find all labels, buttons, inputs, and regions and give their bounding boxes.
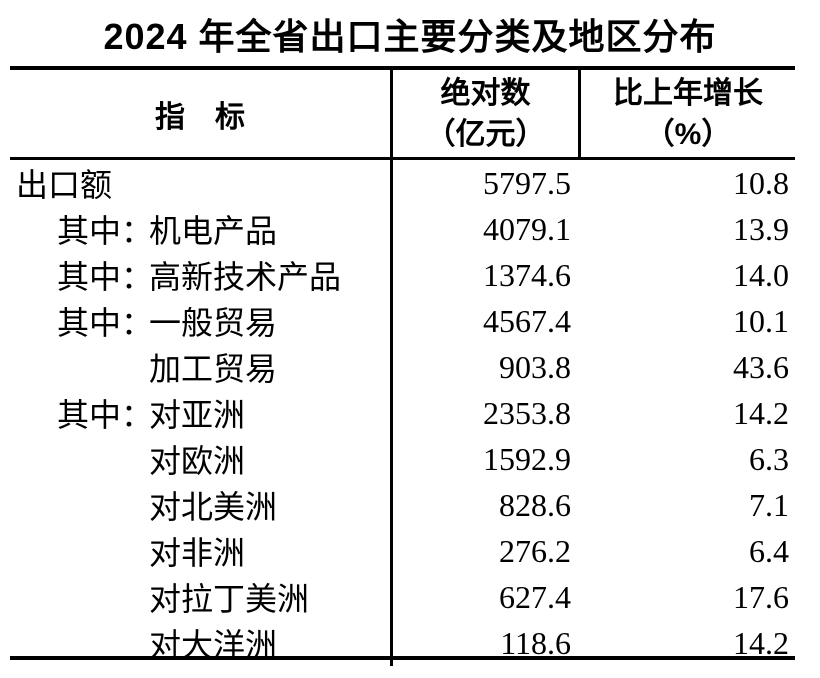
indicator-cell: 其中： 机电产品	[10, 206, 390, 252]
value-cell: 1592.9	[390, 436, 578, 482]
header-absolute-value-line1: 绝对数	[440, 76, 531, 110]
row-name: 机电产品	[149, 213, 278, 249]
export-table: 指 标 绝对数 （亿元） 比上年增长 （%） 出口额 5797.5 10.8 其…	[10, 66, 795, 666]
growth-cell: 17.6	[733, 578, 789, 615]
indicator-cell: 其中： 高新技术产品	[10, 252, 390, 298]
header-growth-line1: 比上年增长	[613, 76, 763, 110]
row-name: 对大洋洲	[149, 627, 278, 663]
indicator-cell: 其中： 一般贸易	[10, 298, 390, 344]
header-growth: 比上年增长 （%）	[578, 70, 795, 157]
row-prefix: 其中：	[57, 397, 154, 433]
row-prefix: 其中：	[57, 213, 154, 249]
growth-cell: 14.2	[733, 624, 789, 661]
indicator-cell: 对非洲	[10, 528, 390, 574]
header-indicator-label: 指 标	[155, 100, 245, 134]
growth-cell: 6.3	[749, 440, 789, 477]
row-name: 一般贸易	[149, 305, 278, 341]
header-absolute-value-line2: （亿元）	[425, 117, 546, 151]
row-name: 对亚洲	[149, 397, 246, 433]
indicator-cell: 对欧洲	[10, 436, 390, 482]
table-row: 其中： 一般贸易 4567.4 10.1	[10, 298, 795, 344]
row-name: 对欧洲	[149, 443, 246, 479]
header-absolute-value: 绝对数 （亿元）	[390, 70, 578, 157]
row-name: 对北美洲	[149, 489, 278, 525]
value-cell: 903.8	[390, 344, 578, 390]
table-row: 对欧洲 1592.9 6.3	[10, 436, 795, 482]
indicator-cell: 对北美洲	[10, 482, 390, 528]
row-prefix: 其中：	[57, 305, 154, 341]
indicator-cell: 对拉丁美洲	[10, 574, 390, 620]
value-cell: 5797.5	[390, 160, 578, 206]
growth-cell: 7.1	[749, 486, 789, 523]
value-cell: 828.6	[390, 482, 578, 528]
header-growth-line2: （%）	[644, 117, 732, 151]
indicator-cell: 出口额	[10, 160, 390, 206]
table-row: 加工贸易 903.8 43.6	[10, 344, 795, 390]
value-cell: 276.2	[390, 528, 578, 574]
table-row: 其中： 机电产品 4079.1 13.9	[10, 206, 795, 252]
indicator-cell: 加工贸易	[10, 344, 390, 390]
row-name: 加工贸易	[149, 351, 278, 387]
value-cell: 2353.8	[390, 390, 578, 436]
row-prefix: 其中：	[57, 259, 154, 295]
row-name: 对拉丁美洲	[149, 581, 310, 617]
indicator-cell: 其中： 对亚洲	[10, 390, 390, 436]
growth-cell: 43.6	[733, 348, 789, 385]
table-row: 对北美洲 828.6 7.1	[10, 482, 795, 528]
table-row: 对拉丁美洲 627.4 17.6	[10, 574, 795, 620]
table-header-row: 指 标 绝对数 （亿元） 比上年增长 （%）	[10, 70, 795, 160]
growth-cell: 10.8	[733, 164, 789, 201]
row-name: 高新技术产品	[149, 259, 342, 295]
growth-cell: 13.9	[733, 210, 789, 247]
table-row: 出口额 5797.5 10.8	[10, 160, 795, 206]
table-row: 对大洋洲 118.6 14.2	[10, 620, 795, 666]
row-name: 出口额	[16, 167, 113, 203]
value-cell: 627.4	[390, 574, 578, 620]
growth-cell: 14.0	[733, 256, 789, 293]
table-title: 2024 年全省出口主要分类及地区分布	[103, 16, 717, 57]
table-row: 其中： 对亚洲 2353.8 14.2	[10, 390, 795, 436]
header-indicator: 指 标	[10, 70, 390, 157]
value-cell: 1374.6	[390, 252, 578, 298]
row-name: 对非洲	[149, 535, 246, 571]
table-row: 对非洲 276.2 6.4	[10, 528, 795, 574]
table-body: 出口额 5797.5 10.8 其中： 机电产品 4079.1 13.9 其中：…	[10, 160, 795, 666]
value-cell: 118.6	[390, 620, 578, 666]
table-row: 其中： 高新技术产品 1374.6 14.0	[10, 252, 795, 298]
growth-cell: 10.1	[733, 302, 789, 339]
indicator-cell: 对大洋洲	[10, 620, 390, 666]
value-cell: 4079.1	[390, 206, 578, 252]
value-cell: 4567.4	[390, 298, 578, 344]
growth-cell: 6.4	[749, 532, 789, 569]
growth-cell: 14.2	[733, 394, 789, 431]
